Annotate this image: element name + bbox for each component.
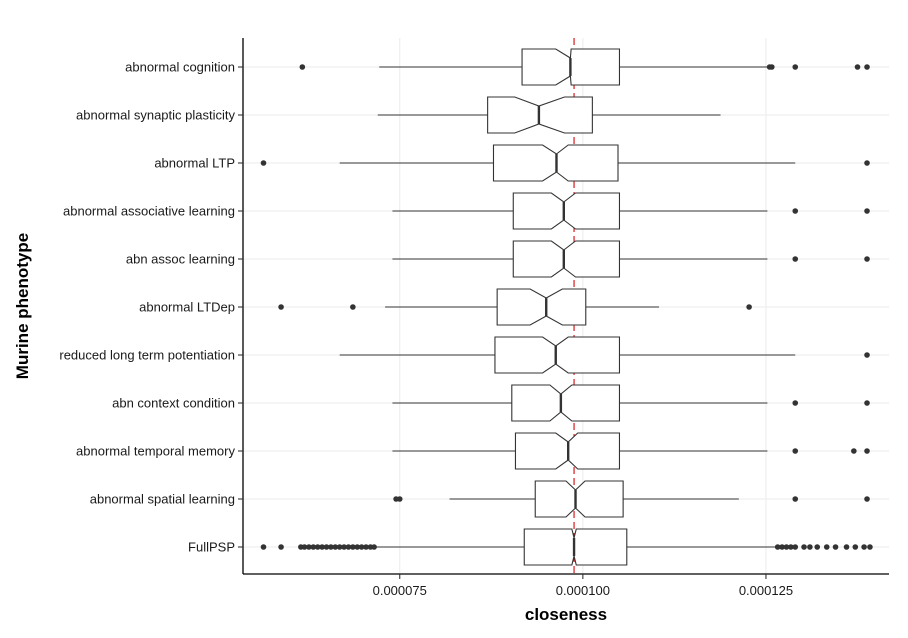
box-body	[496, 288, 587, 326]
outlier-point	[299, 64, 306, 70]
outlier-point	[851, 448, 857, 454]
y-tick-label: abnormal cognition	[125, 60, 235, 75]
y-tick-label: abnormal associative learning	[63, 204, 235, 219]
outlier-point	[396, 496, 403, 502]
outlier-point	[345, 544, 352, 550]
outlier-point	[328, 544, 334, 550]
box-3	[392, 192, 870, 230]
outlier-point	[371, 544, 377, 550]
y-tick-label: abnormal spatial learning	[90, 492, 235, 507]
box-body	[494, 336, 621, 374]
outlier-point	[278, 304, 284, 310]
box-body	[534, 480, 624, 518]
outlier-point	[864, 496, 870, 502]
outlier-point	[314, 544, 321, 550]
box-body	[511, 384, 621, 422]
outlier-point	[814, 544, 821, 550]
outlier-point	[832, 544, 839, 550]
box-body	[512, 192, 621, 230]
box-8	[392, 432, 870, 470]
outlier-point	[864, 64, 870, 70]
x-tick-label: 0.000075	[373, 583, 427, 598]
y-tick-label: FullPSP	[188, 540, 235, 555]
outlier-point	[852, 544, 859, 550]
outlier-point	[350, 544, 356, 550]
outlier-point	[278, 544, 284, 550]
outlier-point	[746, 304, 752, 310]
outlier-point	[792, 400, 799, 406]
axis-layer: abnormal cognition abnormal synaptic plas…	[59, 38, 889, 598]
y-tick-label: abnormal LTDep	[139, 300, 235, 315]
outlier-point	[774, 544, 781, 550]
outlier-point	[350, 304, 356, 310]
box-body	[523, 528, 628, 566]
outlier-point	[861, 544, 867, 550]
outlier-point	[323, 544, 330, 550]
outlier-point	[843, 544, 850, 550]
outlier-point	[792, 64, 799, 70]
outlier-point	[301, 544, 308, 550]
y-tick-label: abn assoc learning	[126, 252, 235, 267]
outlier-point	[864, 256, 870, 262]
outlier-point	[807, 544, 813, 550]
outlier-point	[260, 544, 267, 550]
box-layer	[260, 48, 873, 566]
outlier-point	[792, 544, 799, 550]
box-9	[393, 480, 870, 518]
outlier-point	[769, 64, 775, 70]
outlier-point	[319, 544, 325, 550]
box-5	[278, 288, 752, 326]
outlier-point	[864, 400, 870, 406]
x-axis-title: closeness	[525, 605, 607, 624]
y-tick-label: abn context condition	[112, 396, 235, 411]
outlier-point	[310, 544, 317, 550]
y-tick-label: abnormal LTP	[154, 156, 235, 171]
box-4	[392, 240, 870, 278]
y-tick-label: reduced long term potentiation	[59, 348, 235, 363]
outlier-point	[363, 544, 369, 550]
outlier-point	[354, 544, 361, 550]
y-tick-label: abnormal temporal memory	[76, 444, 235, 459]
outlier-point	[792, 256, 799, 262]
outlier-point	[823, 544, 830, 550]
outlier-point	[332, 544, 339, 550]
box-2	[260, 144, 870, 182]
box-body	[512, 240, 621, 278]
outlier-point	[306, 544, 312, 550]
outlier-point	[864, 448, 870, 454]
outlier-point	[801, 544, 807, 550]
box-10	[260, 528, 873, 566]
outlier-point	[864, 352, 870, 358]
outlier-point	[788, 544, 794, 550]
outlier-point	[864, 208, 870, 214]
x-tick-label: 0.000125	[739, 583, 793, 598]
y-tick-label: abnormal synaptic plasticity	[76, 108, 235, 123]
outlier-point	[336, 544, 343, 550]
outlier-point	[792, 448, 799, 454]
box-0	[299, 48, 870, 86]
outlier-point	[792, 496, 799, 502]
y-axis-title: Murine phenotype	[13, 233, 32, 379]
outlier-point	[341, 544, 347, 550]
outlier-point	[867, 544, 873, 550]
outlier-point	[864, 160, 870, 166]
box-7	[392, 384, 870, 422]
x-tick-label: 0.000100	[556, 583, 610, 598]
box-6	[339, 336, 870, 374]
outlier-point	[779, 544, 785, 550]
outlier-point	[792, 208, 799, 214]
outlier-point	[358, 544, 365, 550]
box-1	[377, 96, 721, 134]
outlier-point	[854, 64, 861, 70]
outlier-point	[260, 160, 267, 166]
outlier-point	[783, 544, 790, 550]
